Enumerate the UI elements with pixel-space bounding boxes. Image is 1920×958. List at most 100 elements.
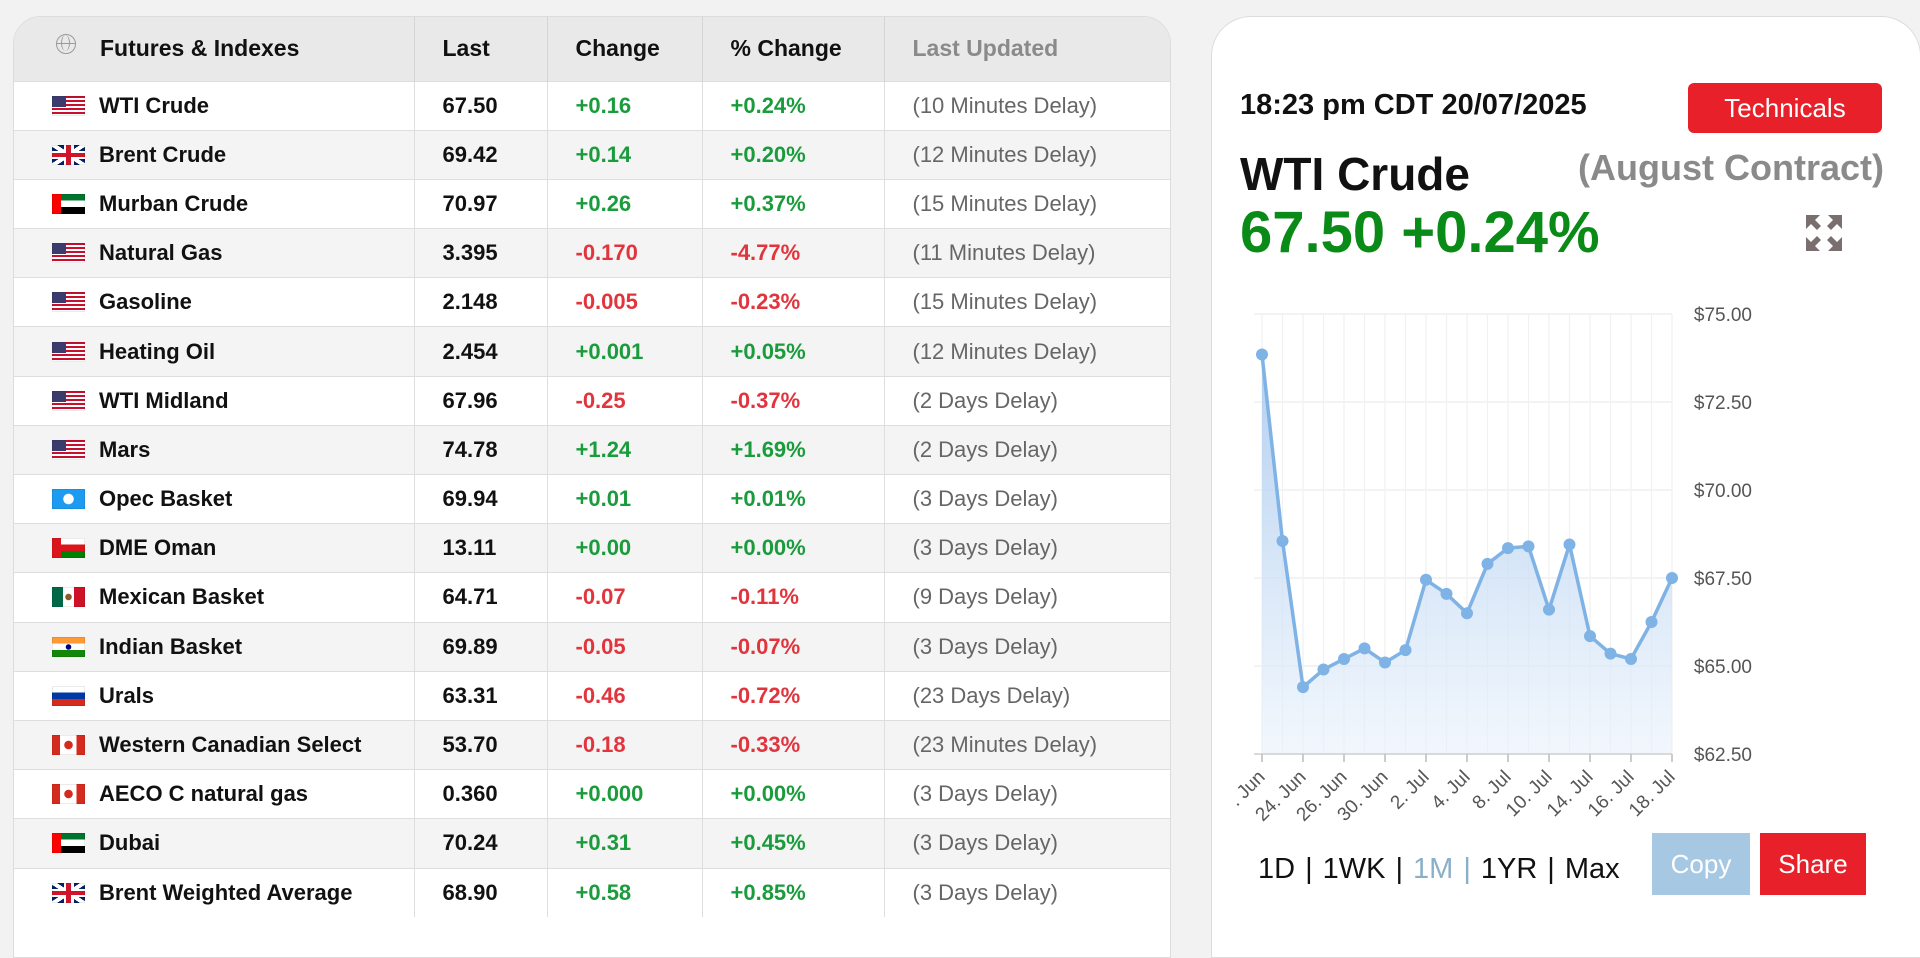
- instrument-name[interactable]: Western Canadian Select: [99, 732, 362, 758]
- data-point[interactable]: [1338, 652, 1350, 665]
- table-row[interactable]: Brent Crude 69.42 +0.14 +0.20% (12 Minutes D…: [14, 129, 1170, 180]
- instrument-name[interactable]: Urals: [99, 682, 155, 708]
- instrument-cell[interactable]: Heating Oil: [14, 326, 415, 377]
- change-value: +0.26: [547, 178, 703, 229]
- data-point[interactable]: [1379, 656, 1391, 669]
- instrument-name[interactable]: WTI Crude: [99, 92, 209, 118]
- instrument-cell[interactable]: DME Oman: [14, 523, 415, 573]
- y-tick-label: $67.50: [1694, 569, 1752, 590]
- table-row[interactable]: WTI Crude 67.50 +0.16 +0.24% (10 Minutes Del…: [14, 80, 1170, 131]
- table-row[interactable]: Urals 63.31 -0.46 -0.72% (23 Days Delay): [14, 670, 1170, 721]
- data-point[interactable]: [1358, 642, 1371, 655]
- share-button[interactable]: Share: [1760, 833, 1866, 895]
- instrument-name[interactable]: WTI Midland: [99, 387, 229, 413]
- instrument-name[interactable]: Indian Basket: [99, 633, 243, 659]
- table-row[interactable]: Mexican Basket 64.71 -0.07 -0.11% (9 Days De…: [14, 572, 1170, 623]
- instrument-name[interactable]: Opec Basket: [99, 486, 233, 512]
- instrument-cell[interactable]: WTI Midland: [14, 375, 415, 426]
- instrument-cell[interactable]: Natural Gas: [14, 228, 415, 278]
- instrument-cell[interactable]: Mexican Basket: [14, 572, 415, 623]
- instrument-cell[interactable]: AECO C natural gas: [14, 769, 415, 819]
- instrument-cell[interactable]: Dubai: [14, 818, 415, 868]
- instrument-name[interactable]: Heating Oil: [99, 338, 216, 364]
- instrument-name[interactable]: Brent Crude: [99, 141, 227, 167]
- pct-change-value: -0.23%: [702, 277, 885, 327]
- technicals-button[interactable]: Technicals: [1688, 83, 1882, 133]
- instrument-cell[interactable]: Indian Basket: [14, 621, 415, 672]
- instrument-cell[interactable]: Mars: [14, 424, 415, 475]
- data-point[interactable]: [1461, 607, 1473, 620]
- instrument-cell[interactable]: Brent Crude: [14, 129, 415, 180]
- last-price: 67.50: [414, 80, 548, 131]
- table-row[interactable]: DME Oman 13.11 +0.00 +0.00% (3 Days Delay): [14, 523, 1170, 573]
- expand-icon[interactable]: [1804, 213, 1844, 253]
- data-point[interactable]: [1317, 663, 1330, 676]
- table-row[interactable]: Mars 74.78 +1.24 +1.69% (2 Days Delay): [14, 424, 1170, 475]
- last-updated: (10 Minutes Delay): [884, 80, 1170, 131]
- instrument-name[interactable]: Murban Crude: [99, 190, 249, 216]
- table-row[interactable]: Brent Weighted Average 68.90 +0.58 +0.85% (3…: [14, 867, 1170, 918]
- instrument-cell[interactable]: Murban Crude: [14, 178, 415, 229]
- table-row[interactable]: Western Canadian Select 53.70 -0.18 -0.33%(…: [14, 719, 1170, 770]
- data-point[interactable]: [1276, 535, 1289, 548]
- instrument-name[interactable]: Dubai: [99, 830, 161, 856]
- range-1wk[interactable]: 1WK: [1322, 853, 1386, 885]
- copy-button[interactable]: Copy: [1652, 833, 1750, 895]
- data-point[interactable]: [1297, 681, 1309, 694]
- last-updated: (12 Minutes Delay): [884, 326, 1170, 377]
- data-point[interactable]: [1481, 557, 1494, 570]
- header-last[interactable]: Last: [414, 17, 548, 81]
- pct-change-value: +0.85%: [702, 867, 885, 918]
- last-price: 67.96: [414, 375, 548, 426]
- data-point[interactable]: [1420, 573, 1432, 586]
- instrument-cell[interactable]: WTI Crude: [14, 80, 415, 131]
- table-row[interactable]: Opec Basket 69.94 +0.01 +0.01% (3 Days Delay…: [14, 473, 1170, 524]
- table-row[interactable]: Indian Basket 69.89 -0.05 -0.07% (3 Days Del…: [14, 621, 1170, 672]
- data-point[interactable]: [1522, 540, 1535, 553]
- instrument-cell[interactable]: Brent Weighted Average: [14, 867, 415, 918]
- data-point[interactable]: [1666, 572, 1678, 584]
- instrument-cell[interactable]: Urals: [14, 670, 415, 721]
- data-point[interactable]: [1625, 652, 1637, 665]
- instrument-name[interactable]: DME Oman: [99, 535, 217, 561]
- header-change[interactable]: Change: [547, 17, 703, 81]
- instrument-cell[interactable]: Gasoline: [14, 277, 415, 327]
- change-value: -0.25: [547, 375, 703, 426]
- instrument-cell[interactable]: Opec Basket: [14, 473, 415, 524]
- change-value: +0.14: [547, 129, 703, 180]
- instrument-name[interactable]: Mars: [99, 436, 151, 462]
- data-point[interactable]: [1645, 616, 1658, 628]
- data-point[interactable]: [1502, 542, 1514, 555]
- data-point[interactable]: [1543, 603, 1555, 616]
- last-updated: (23 Days Delay): [884, 670, 1170, 721]
- data-point[interactable]: [1399, 644, 1412, 657]
- data-point[interactable]: [1440, 587, 1453, 600]
- range-1m[interactable]: 1M: [1413, 853, 1454, 885]
- data-point[interactable]: [1256, 348, 1268, 361]
- instrument-name[interactable]: Gasoline: [99, 289, 192, 315]
- instrument-name[interactable]: Mexican Basket: [99, 584, 265, 610]
- last-updated: (3 Days Delay): [884, 621, 1170, 672]
- table-row[interactable]: Gasoline 2.148 -0.005 -0.23% (15 Minutes Del…: [14, 277, 1170, 327]
- change-value: +1.24: [547, 424, 703, 475]
- data-point[interactable]: [1563, 538, 1576, 551]
- instrument-name[interactable]: Brent Weighted Average: [99, 879, 353, 905]
- instrument-name[interactable]: AECO C natural gas: [99, 781, 309, 807]
- table-row[interactable]: Murban Crude 70.97 +0.26 +0.37% (15 Minutes …: [14, 178, 1170, 229]
- table-row[interactable]: Dubai 70.24 +0.31 +0.45% (3 Days Delay): [14, 818, 1170, 868]
- table-row[interactable]: WTI Midland 67.96 -0.25 -0.37% (2 Days Delay…: [14, 375, 1170, 426]
- range-1d[interactable]: 1D: [1258, 853, 1296, 885]
- data-point[interactable]: [1604, 647, 1617, 660]
- instrument-name[interactable]: Natural Gas: [99, 240, 223, 266]
- header-futures[interactable]: Futures & Indexes: [14, 17, 415, 81]
- instrument-cell[interactable]: Western Canadian Select: [14, 719, 415, 770]
- header-pct-change[interactable]: % Change: [702, 17, 885, 81]
- range-1yr[interactable]: 1YR: [1480, 853, 1538, 885]
- header-last-updated[interactable]: Last Updated: [912, 35, 1059, 62]
- data-point[interactable]: [1584, 630, 1596, 643]
- range-max[interactable]: Max: [1564, 853, 1620, 885]
- table-row[interactable]: AECO C natural gas 0.360 +0.000 +0.00% (3 Da…: [14, 769, 1170, 819]
- table-row[interactable]: Natural Gas 3.395 -0.170 -4.77% (11 Minutes …: [14, 228, 1170, 278]
- table-row[interactable]: Heating Oil 2.454 +0.001 +0.05% (12 Minutes …: [14, 326, 1170, 377]
- instrument-name: WTI Crude: [1240, 148, 1470, 200]
